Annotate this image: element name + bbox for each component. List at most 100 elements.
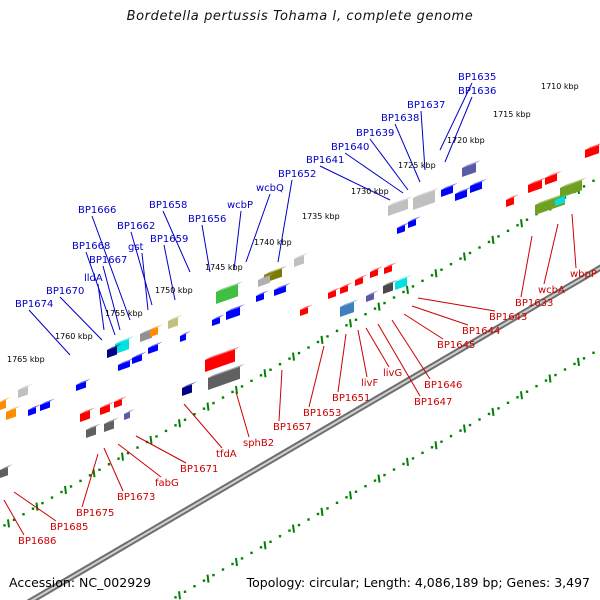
reverse-gene-block bbox=[585, 143, 600, 158]
forward-gene-block bbox=[455, 186, 472, 201]
scale-dot bbox=[307, 346, 310, 349]
reverse-leader bbox=[135, 435, 187, 464]
outer-major-tick bbox=[349, 319, 352, 328]
forward-leader bbox=[319, 165, 391, 201]
outer-major-tick bbox=[206, 402, 210, 411]
gene-top bbox=[560, 177, 587, 188]
gene-body bbox=[340, 285, 348, 294]
gene-body bbox=[256, 293, 264, 302]
scale-dot bbox=[440, 268, 443, 271]
reverse-leader bbox=[117, 443, 162, 478]
inner-major-tick bbox=[206, 574, 210, 583]
forward-gene-block bbox=[148, 341, 163, 354]
gene-top bbox=[545, 170, 562, 178]
reverse-gene-block bbox=[86, 423, 101, 438]
inner-major-tick bbox=[235, 557, 238, 567]
reverse-gene-block bbox=[340, 282, 353, 294]
gene-body bbox=[6, 408, 16, 420]
gene-body bbox=[208, 366, 240, 390]
reverse-gene-label: BP1685 bbox=[50, 522, 88, 533]
reverse-gene-label: BP1657 bbox=[273, 422, 311, 433]
gene-top bbox=[408, 216, 421, 222]
gene-body bbox=[226, 307, 240, 320]
genome-backbone bbox=[26, 264, 600, 600]
gene-top bbox=[397, 222, 410, 228]
scale-dot bbox=[430, 274, 434, 277]
scale-dot bbox=[136, 446, 139, 449]
scale-dot bbox=[478, 246, 481, 249]
scale-dot bbox=[449, 434, 453, 438]
scale-dot bbox=[535, 384, 538, 388]
reverse-leader bbox=[377, 323, 421, 397]
outer-major-tick bbox=[178, 419, 181, 428]
gene-top bbox=[104, 417, 119, 424]
forward-gene-block bbox=[256, 290, 269, 302]
outer-major-tick bbox=[7, 519, 10, 528]
gene-top bbox=[258, 272, 275, 280]
reverse-leader bbox=[81, 453, 99, 508]
map-title: Bordetella pertussis Tohama I, complete … bbox=[126, 9, 474, 24]
outer-major-tick bbox=[64, 485, 67, 495]
scale-dot bbox=[297, 523, 301, 527]
forward-gene-block bbox=[115, 336, 134, 354]
gene-top bbox=[0, 396, 11, 402]
forward-leader bbox=[28, 309, 71, 356]
reverse-gene-label: BP1673 bbox=[117, 492, 155, 503]
scale-dot bbox=[487, 240, 491, 244]
reverse-gene-block bbox=[328, 287, 341, 299]
scale-dot bbox=[582, 185, 586, 188]
gene-body bbox=[395, 277, 407, 290]
scale-dot bbox=[288, 357, 291, 360]
gene-top bbox=[388, 196, 413, 206]
scale-dot bbox=[459, 429, 462, 432]
gene-top bbox=[328, 287, 341, 293]
forward-gene-label: BP1674 bbox=[15, 299, 53, 310]
forward-gene-label: BP1638 bbox=[381, 113, 419, 124]
gene-top bbox=[294, 252, 309, 259]
outer-major-tick bbox=[121, 452, 124, 461]
reverse-gene-block bbox=[366, 290, 379, 302]
reverse-gene-block bbox=[100, 401, 115, 415]
inner-major-tick bbox=[491, 407, 495, 417]
forward-gene-block bbox=[28, 404, 41, 416]
gene-body bbox=[148, 344, 158, 354]
gene-body bbox=[180, 333, 186, 342]
scale-dot bbox=[316, 340, 320, 344]
scale-label: 1740 kbp bbox=[254, 238, 292, 247]
forward-gene-block bbox=[397, 222, 410, 234]
forward-gene-label: BP1640 bbox=[331, 142, 369, 153]
scale-label: 1725 kbp bbox=[398, 161, 436, 170]
gene-top bbox=[264, 265, 287, 275]
gene-top bbox=[107, 343, 122, 350]
outer-major-tick bbox=[320, 335, 324, 345]
scale-dot bbox=[516, 396, 519, 399]
forward-gene-block bbox=[168, 314, 183, 329]
gene-top bbox=[205, 346, 240, 360]
forward-leader bbox=[233, 210, 242, 271]
gene-body bbox=[413, 190, 435, 210]
reverse-gene-label: BP1645 bbox=[437, 340, 475, 351]
scale-label: 1755 kbp bbox=[105, 309, 143, 318]
scale-label: 1735 kbp bbox=[302, 212, 340, 221]
forward-leader bbox=[141, 252, 149, 311]
gene-body bbox=[300, 307, 308, 316]
reverse-leader bbox=[391, 319, 431, 380]
gene-top bbox=[585, 143, 600, 150]
gene-body bbox=[212, 317, 220, 326]
inner-scale-track bbox=[174, 351, 595, 599]
scale-dot bbox=[50, 496, 54, 499]
gene-top bbox=[168, 314, 183, 321]
gene-top bbox=[274, 282, 291, 290]
reverse-gene-label: BP1646 bbox=[424, 380, 462, 391]
forward-gene-block bbox=[216, 281, 243, 304]
gene-top bbox=[76, 378, 91, 385]
forward-gene-label: BP1659 bbox=[150, 234, 188, 245]
scale-dot bbox=[12, 518, 16, 522]
scale-dot bbox=[402, 290, 405, 294]
inner-major-tick bbox=[434, 441, 438, 450]
scale-dot bbox=[278, 363, 282, 366]
gene-body bbox=[340, 302, 354, 317]
gene-top bbox=[6, 405, 21, 412]
gene-body bbox=[150, 327, 158, 337]
